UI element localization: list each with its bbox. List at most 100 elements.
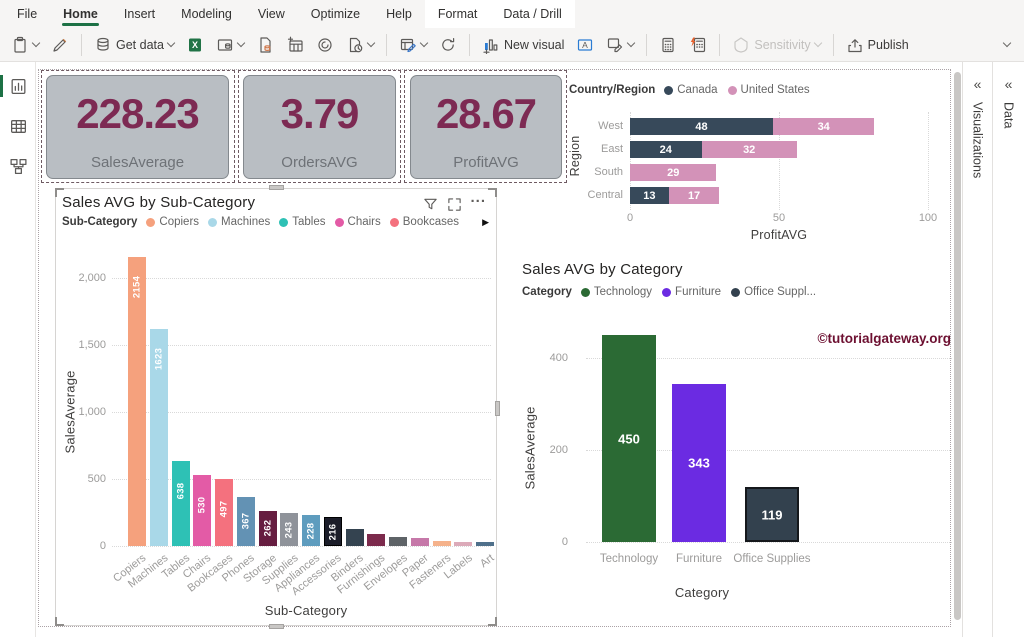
excel-workbook-button[interactable]: X (183, 34, 207, 56)
new-visual-icon (482, 36, 500, 54)
profitavg-by-region-chart[interactable]: Country/Region CanadaUnited States 05010… (565, 82, 957, 250)
gridline (586, 542, 952, 543)
bar-segment[interactable]: 17 (669, 187, 720, 204)
bar[interactable] (411, 538, 429, 546)
paste-button[interactable] (8, 34, 42, 56)
menu-help[interactable]: Help (373, 0, 425, 28)
x-axis-title: Sub-Category (265, 603, 348, 618)
data-hub-button[interactable] (213, 34, 247, 56)
bar[interactable] (128, 257, 146, 546)
quick-measure-button[interactable] (686, 34, 710, 56)
sensitivity-icon (732, 36, 750, 54)
tab-format[interactable]: Format (425, 0, 491, 28)
dataverse-button[interactable] (313, 34, 337, 56)
transform-data-button[interactable] (396, 34, 430, 56)
bar-segment[interactable]: 34 (773, 118, 874, 135)
bar-value-label: 243 (284, 521, 295, 538)
report-view-button[interactable] (0, 70, 36, 102)
menu-home[interactable]: Home (50, 0, 111, 28)
menu-file[interactable]: File (4, 0, 50, 28)
canvas-scrollbar[interactable] (954, 72, 961, 620)
enter-data-button[interactable] (283, 34, 307, 56)
bar[interactable] (389, 537, 407, 546)
bar[interactable] (454, 542, 472, 546)
ribbon-toolbar: Get data X (0, 28, 1024, 62)
publish-button[interactable]: Publish (843, 34, 912, 56)
view-switcher-rail (0, 62, 36, 637)
y-tick-label: 400 (510, 352, 568, 364)
ribbon-divider (469, 34, 470, 56)
bar-value-label: 17 (669, 187, 720, 204)
bar-segment[interactable]: 29 (630, 164, 716, 181)
y-tick-label: 0 (56, 540, 106, 552)
menu-optimize[interactable]: Optimize (298, 0, 373, 28)
transform-data-icon (399, 36, 417, 54)
y-category-label: Central (565, 189, 623, 201)
table-view-button[interactable] (0, 110, 36, 142)
bar-value-label: 638 (175, 482, 186, 499)
new-measure-button[interactable] (656, 34, 680, 56)
quick-measure-icon (689, 36, 707, 54)
format-painter-button[interactable] (48, 34, 72, 56)
refresh-button[interactable] (436, 34, 460, 56)
bar-segment[interactable]: 32 (702, 141, 797, 158)
y-tick-label: 1,500 (56, 339, 106, 351)
card-label: ProfitAVG (411, 154, 561, 171)
refresh-icon (439, 36, 457, 54)
bar-value-label: 2154 (132, 276, 143, 298)
tab-data-drill[interactable]: Data / Drill (490, 0, 574, 28)
sql-server-button[interactable] (253, 34, 277, 56)
x-axis-title: ProfitAVG (751, 228, 807, 242)
gridline (112, 278, 491, 279)
bar[interactable] (346, 529, 364, 546)
expand-panel-icon[interactable]: « (993, 76, 1024, 92)
x-category-label: Art (478, 552, 496, 570)
sales-by-category-chart[interactable]: Sales AVG by Category Category Technolog… (510, 255, 956, 630)
collapse-ribbon-chevron[interactable] (1003, 39, 1011, 47)
bar-segment[interactable]: 48 (630, 118, 773, 135)
new-visual-label: New visual (504, 38, 564, 52)
card-profit-avg[interactable]: 28.67 ProfitAVG (410, 75, 562, 179)
bar-segment[interactable]: 24 (630, 141, 702, 158)
menu-bar: File Home Insert Modeling View Optimize … (0, 0, 1024, 28)
bar[interactable] (433, 541, 451, 546)
bar-value-label: 530 (197, 497, 208, 514)
card-orders-avg[interactable]: 3.79 OrdersAVG (243, 75, 396, 179)
bar[interactable] (367, 534, 385, 546)
menu-modeling[interactable]: Modeling (168, 0, 245, 28)
bar-value-label: 34 (773, 118, 874, 135)
expand-panel-icon[interactable]: « (963, 76, 992, 92)
calculator-icon (659, 36, 677, 54)
excel-icon: X (186, 36, 204, 54)
menu-insert[interactable]: Insert (111, 0, 168, 28)
gridline (928, 112, 929, 210)
bar-value-label: 450 (618, 431, 640, 446)
sales-by-subcategory-visual[interactable]: Sales AVG by Sub-Category ... Sub-Catego… (55, 188, 497, 626)
shapes-button[interactable] (603, 34, 637, 56)
recent-sources-button[interactable] (343, 34, 377, 56)
gridline (112, 412, 491, 413)
chevron-down-icon (367, 39, 375, 47)
data-panel-collapsed[interactable]: « Data (992, 62, 1024, 637)
card-label: SalesAverage (47, 154, 228, 171)
svg-text:A: A (583, 40, 589, 50)
bar[interactable] (172, 461, 190, 546)
bar[interactable] (476, 542, 494, 546)
text-box-button[interactable]: A (573, 34, 597, 56)
card-value: 228.23 (47, 90, 228, 138)
paintbrush-icon (51, 36, 69, 54)
report-view-icon (9, 77, 28, 96)
plot-area: 05001,0001,5002,0002154Copiers1623Machin… (56, 189, 496, 625)
visualizations-panel-collapsed[interactable]: « Visualizations (962, 62, 992, 637)
plot-area: 0200400450Technology343Furniture119Offic… (510, 255, 956, 630)
ribbon-divider (81, 34, 82, 56)
bar-segment[interactable]: 13 (630, 187, 669, 204)
bar-value-label: 119 (762, 507, 783, 522)
gridline (112, 546, 491, 547)
new-visual-button[interactable]: New visual (479, 34, 567, 56)
model-view-button[interactable] (0, 150, 36, 182)
get-data-button[interactable]: Get data (91, 34, 177, 56)
card-sales-average[interactable]: 228.23 SalesAverage (46, 75, 229, 179)
gridline (112, 479, 491, 480)
menu-view[interactable]: View (245, 0, 298, 28)
